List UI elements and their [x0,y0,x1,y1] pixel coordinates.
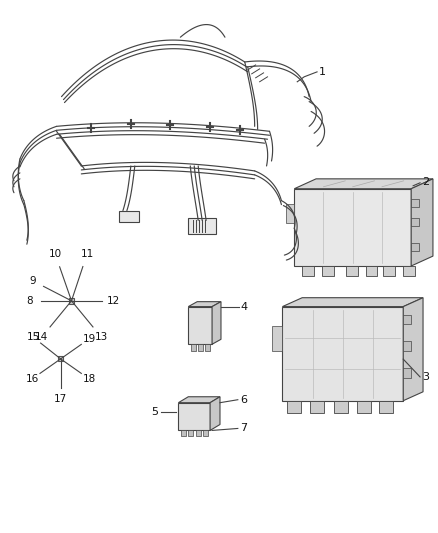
Bar [411,199,419,207]
Polygon shape [294,179,433,189]
Bar [403,266,415,276]
Bar [119,211,139,222]
Bar [403,341,411,351]
Bar [286,204,294,223]
Bar [188,306,212,344]
Bar [191,344,196,351]
Text: 11: 11 [81,248,94,259]
Bar [58,357,63,361]
Text: 13: 13 [95,332,108,342]
Text: 16: 16 [25,374,39,384]
Text: 18: 18 [82,374,96,384]
Bar [188,431,193,437]
Text: 8: 8 [26,296,33,306]
Polygon shape [210,397,220,431]
Bar [178,403,210,431]
Bar [403,368,411,378]
Bar [322,266,334,276]
Bar [357,401,371,413]
Text: 3: 3 [422,372,429,382]
Bar [411,219,419,227]
Bar [196,431,201,437]
Bar [302,266,314,276]
Polygon shape [283,306,403,401]
Polygon shape [212,302,221,344]
Polygon shape [283,298,423,306]
Bar [411,243,419,251]
Text: 9: 9 [30,276,36,286]
Text: 2: 2 [422,177,429,187]
Text: 17: 17 [54,394,67,404]
Bar [68,298,74,304]
Bar [366,266,378,276]
Bar [198,344,203,351]
Bar [188,219,216,235]
Text: 4: 4 [241,302,248,312]
Polygon shape [294,189,411,266]
Bar [272,326,283,351]
Text: 12: 12 [107,296,120,306]
Text: 14: 14 [35,332,49,342]
Bar [379,401,393,413]
Bar [310,401,324,413]
Bar [403,314,411,325]
Text: 6: 6 [240,395,247,405]
Bar [181,431,186,437]
Text: 10: 10 [49,249,62,259]
Text: 1: 1 [319,67,326,77]
Polygon shape [411,179,433,266]
Polygon shape [403,298,423,401]
Text: 5: 5 [152,407,159,417]
Bar [205,344,210,351]
Bar [346,266,358,276]
Bar [383,266,396,276]
Bar [287,401,301,413]
Polygon shape [178,397,220,403]
Text: 15: 15 [26,332,40,342]
Polygon shape [188,302,221,306]
Text: 19: 19 [82,334,96,344]
Text: 7: 7 [240,423,247,433]
Bar [334,401,348,413]
Bar [203,431,208,437]
